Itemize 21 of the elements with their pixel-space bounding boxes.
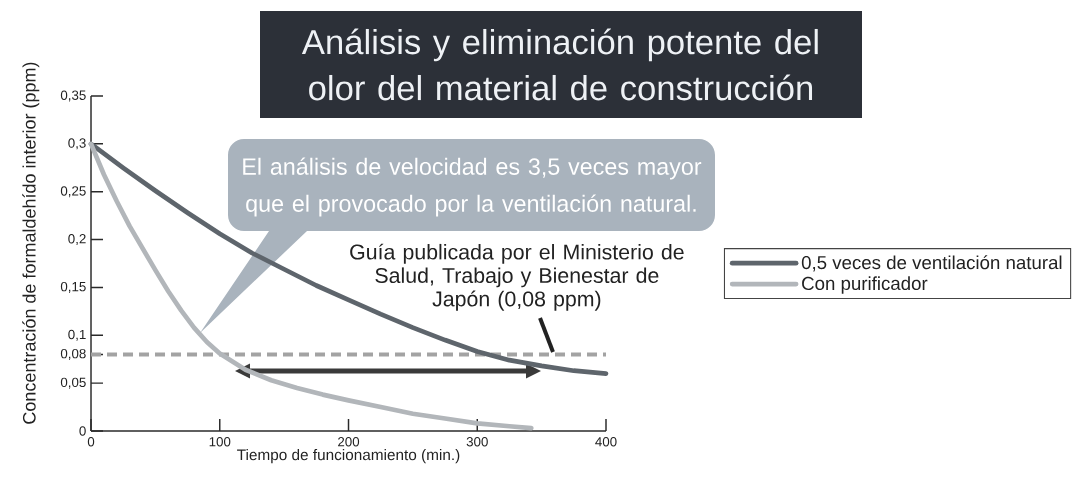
- y-tick-label: 0,1: [68, 329, 86, 341]
- legend-label: Con purificador: [802, 276, 928, 294]
- ref-line-label: Guía publicada por el Ministerio de Salud, Trabajo y Bienestar de Japón (0,08 ppm): [350, 243, 684, 311]
- y-tick-label: 0,05: [60, 377, 86, 389]
- x-tick-label: 200: [338, 437, 360, 447]
- y-tick-label: 0,2: [68, 234, 86, 246]
- x-axis-title: Tiempo de funcionamiento (min.): [237, 448, 460, 464]
- y-tick-label: 0,25: [60, 186, 86, 198]
- annotation: El análisis de velocidad es 3,5 veces mayor que el provocado por la ventilación natural.: [243, 157, 702, 217]
- x-tick-label: 300: [466, 437, 488, 447]
- x-tick-label: 400: [595, 437, 617, 447]
- y-tick-label: 0,3: [68, 138, 86, 150]
- x-tick-label: 0: [87, 437, 95, 447]
- legend-label: 0,5 veces de ventilación natural: [801, 255, 1062, 272]
- y-axis-title: Concentración de formaldehído interior (ppm): [22, 62, 40, 424]
- x-tick-label: 100: [209, 437, 231, 447]
- y-tick-label: 0,15: [60, 281, 86, 293]
- y-tick-label: 0,35: [60, 90, 86, 102]
- chart-title: Análisis y eliminación potente del olor del material de construcción: [301, 28, 818, 101]
- y-tick-label: 0: [79, 426, 86, 436]
- y-tick-label: 0,08: [60, 348, 86, 360]
